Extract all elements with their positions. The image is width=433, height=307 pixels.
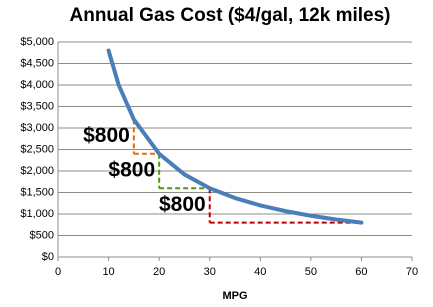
y-tick-label: $2,500 [20, 143, 54, 155]
y-tick-label: $2,000 [20, 165, 54, 177]
annotation-label: $800 [83, 124, 130, 147]
x-tick-label: 10 [102, 266, 114, 278]
y-tick-label: $0 [42, 251, 54, 263]
chart-title: Annual Gas Cost ($4/gal, 12k miles) [70, 5, 391, 26]
y-tick-label: $500 [30, 229, 54, 241]
x-axis-label: MPG [222, 290, 247, 302]
y-tick-label: $4,500 [20, 57, 54, 69]
annotation-label: $800 [159, 193, 206, 216]
y-tick-label: $1,500 [20, 186, 54, 198]
y-tick-label: $5,000 [20, 36, 54, 48]
y-tick-label: $3,000 [20, 122, 54, 134]
x-tick-label: 50 [305, 266, 317, 278]
y-tick-label: $4,000 [20, 79, 54, 91]
x-tick-label: 60 [355, 266, 367, 278]
y-tick-label: $3,500 [20, 100, 54, 112]
data-line [106, 48, 364, 225]
x-tick-label: 30 [204, 266, 216, 278]
x-tick-label: 0 [55, 266, 61, 278]
y-tick-label: $1,000 [20, 208, 54, 220]
annotation-label: $800 [108, 159, 155, 182]
x-tick-label: 40 [254, 266, 266, 278]
x-tick-label: 20 [153, 266, 165, 278]
x-tick-label: 70 [406, 266, 418, 278]
